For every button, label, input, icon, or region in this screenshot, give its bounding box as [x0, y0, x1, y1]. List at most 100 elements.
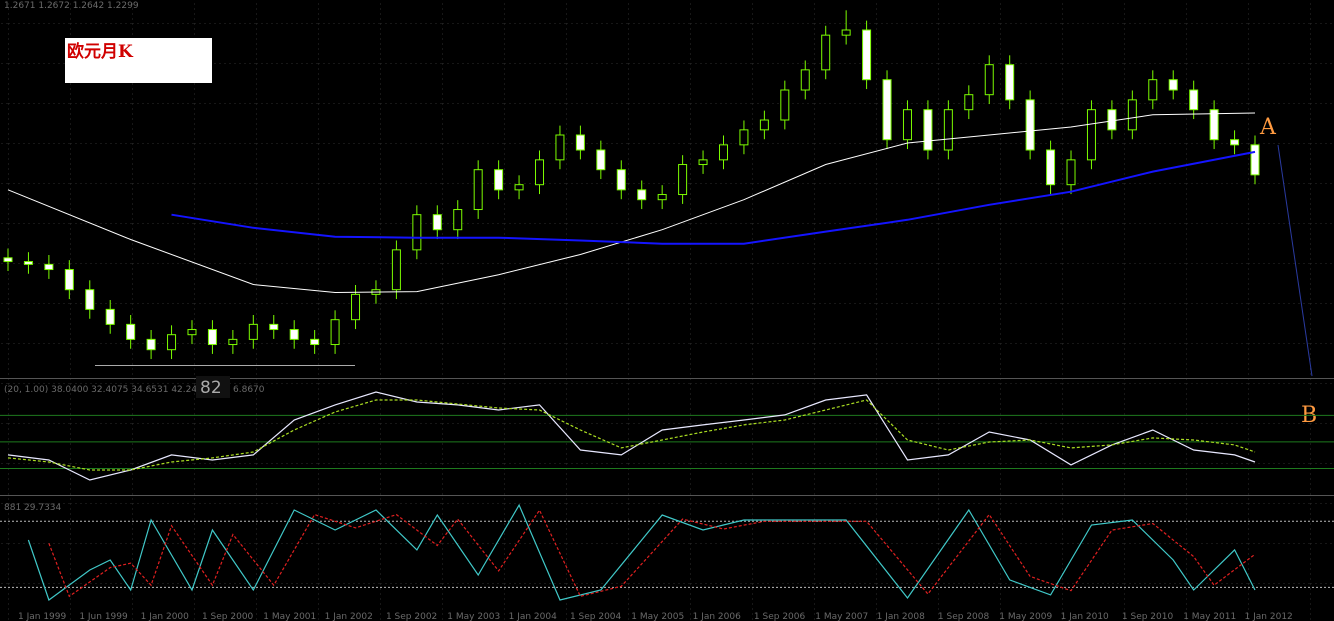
- candle-body: [862, 29, 872, 81]
- indicator-line: [48, 508, 1256, 598]
- candle-body: [535, 159, 545, 186]
- indicator-label: (20, 1.00) 38.0400 32.4075 34.6531 42.24…: [4, 385, 209, 395]
- candle-body: [821, 34, 831, 71]
- candle-body: [207, 329, 217, 346]
- candle-body: [657, 194, 667, 201]
- candle-body: [616, 169, 626, 191]
- candle-body: [596, 149, 606, 171]
- candle-body: [1250, 144, 1260, 176]
- candle-body: [269, 323, 279, 331]
- annotation-box: [196, 376, 230, 398]
- title-box: [65, 38, 212, 83]
- candle-body: [984, 64, 994, 96]
- x-tick-label: 1 Sep 2008: [938, 612, 990, 621]
- candle-body: [514, 184, 524, 191]
- candle-body: [432, 214, 442, 231]
- x-tick-label: 1 Sep 2006: [754, 612, 806, 621]
- candle-body: [248, 323, 258, 340]
- x-tick-label: 1 May 2009: [999, 612, 1052, 621]
- x-tick-label: 1 May 2001: [263, 612, 316, 621]
- candle-body: [1168, 79, 1178, 91]
- x-tick-label: 1 Sep 2010: [1122, 612, 1174, 621]
- chart-title: 欧元月K: [67, 41, 134, 62]
- candle-body: [85, 289, 95, 310]
- x-tick-label: 1 Jun 1999: [79, 612, 128, 621]
- candle-body: [902, 109, 912, 141]
- x-tick-label: 1 Sep 2004: [570, 612, 622, 621]
- candle-body: [187, 329, 197, 336]
- candle-body: [637, 189, 647, 201]
- indicator-line: [7, 112, 1256, 294]
- x-tick-label: 1 May 2005: [631, 612, 684, 621]
- x-tick-label: 1 May 2011: [1183, 612, 1236, 621]
- candle-body: [1025, 99, 1035, 151]
- candle-body: [739, 129, 749, 146]
- candle-body: [453, 209, 463, 231]
- candle-body: [841, 29, 851, 36]
- x-tick-label: 1 May 2003: [447, 612, 500, 621]
- candle-body: [391, 249, 401, 291]
- indicator-label: 6.8670: [233, 385, 265, 395]
- candle-body: [1209, 109, 1219, 141]
- x-tick-label: 1 Jan 2002: [325, 612, 373, 621]
- candle-body: [3, 257, 13, 263]
- x-tick-label: 1 Jan 1999: [18, 612, 66, 621]
- candle-body: [289, 329, 299, 340]
- candle-body: [167, 334, 177, 351]
- candle-body: [412, 214, 422, 251]
- candle-body: [718, 144, 728, 161]
- candle-body: [678, 164, 688, 196]
- candle-body: [698, 159, 708, 166]
- x-tick-label: 1 Jan 2012: [1245, 612, 1293, 621]
- candle-body: [800, 69, 810, 91]
- candle-body: [759, 119, 769, 131]
- candle-body: [1107, 109, 1117, 131]
- annotation: 82: [200, 378, 222, 398]
- candle-body: [44, 263, 54, 271]
- candle-body: [1046, 149, 1056, 186]
- candle-body: [494, 169, 504, 191]
- candle-body: [943, 109, 953, 151]
- candle-body: [126, 323, 136, 340]
- x-tick-label: 1 Jan 2010: [1061, 612, 1109, 621]
- x-tick-label: 1 Jan 2000: [141, 612, 189, 621]
- x-tick-label: 1 Sep 2002: [386, 612, 437, 621]
- candle-body: [555, 134, 565, 161]
- indicator-label: 881 29.7334: [4, 503, 62, 513]
- indicator-line: [27, 503, 1256, 601]
- candle-body: [473, 169, 483, 211]
- candle-body: [1148, 79, 1158, 101]
- price-header: 1.2671 1.2672 1.2642 1.2299: [4, 1, 139, 11]
- candle-body: [1189, 89, 1199, 111]
- candle-body: [1127, 99, 1137, 131]
- candle-body: [228, 338, 238, 346]
- candle-body: [310, 338, 320, 346]
- candle-body: [1066, 159, 1076, 186]
- x-tick-label: 1 Jan 2006: [693, 612, 741, 621]
- candle-body: [146, 338, 156, 351]
- x-tick-label: 1 May 2007: [815, 612, 868, 621]
- candle-body: [575, 134, 585, 151]
- x-tick-label: 1 Jan 2008: [877, 612, 925, 621]
- candle-body: [1005, 64, 1015, 101]
- x-tick-label: 1 Jan 2004: [509, 612, 557, 621]
- projection-line: [1277, 144, 1313, 377]
- candle-body: [1230, 139, 1240, 146]
- candle-body: [923, 109, 933, 151]
- annotation: A: [1259, 115, 1277, 140]
- candle-body: [964, 94, 974, 111]
- indicator-line: [7, 399, 1256, 471]
- candle-body: [105, 308, 115, 325]
- candle-body: [351, 293, 361, 321]
- candle-body: [330, 319, 340, 346]
- indicator-line: [171, 150, 1256, 245]
- indicator-line: [7, 391, 1256, 481]
- candle-body: [780, 89, 790, 121]
- candle-body: [23, 261, 33, 265]
- candle-body: [64, 269, 74, 291]
- candle-body: [1086, 109, 1096, 161]
- candle-body: [882, 79, 892, 141]
- x-tick-label: 1 Sep 2000: [202, 612, 254, 621]
